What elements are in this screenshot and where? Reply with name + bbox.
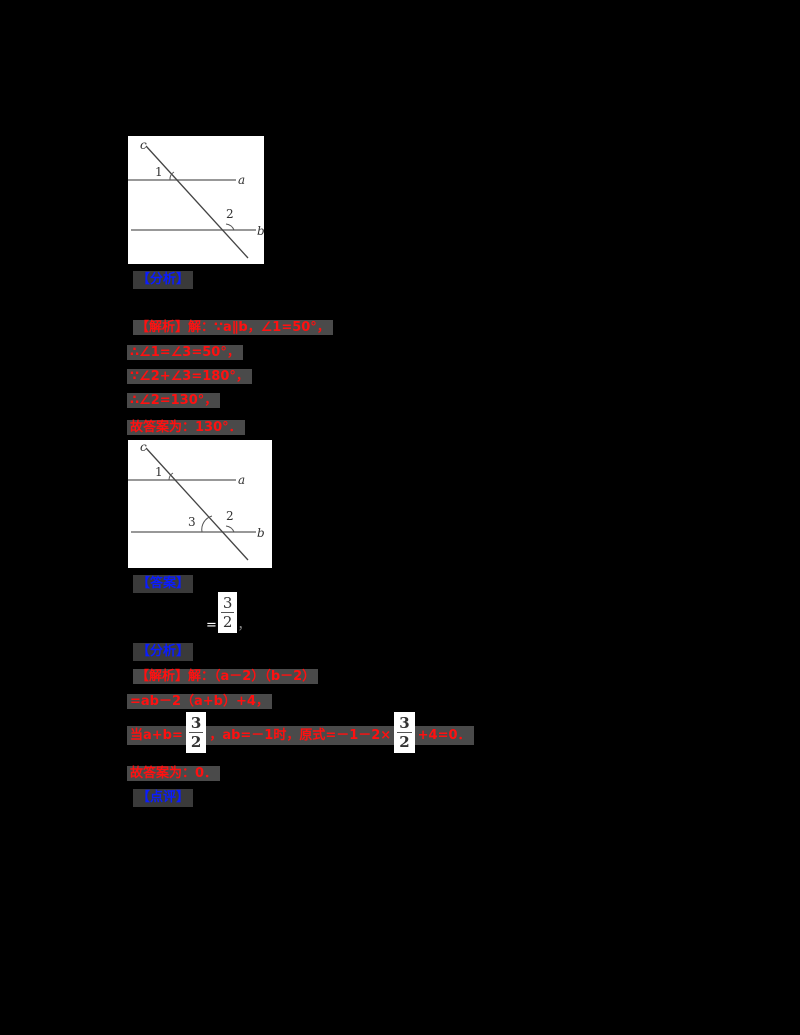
answer-line: 故答案为：130°． <box>127 418 245 437</box>
svg-text:1: 1 <box>155 465 163 479</box>
analysis-label: 【分析】 <box>133 271 194 289</box>
answer-line: 故答案为：0． <box>127 764 221 783</box>
parallel-lines-diagram-with-angle-3: c 1 a 3 2 b <box>128 440 265 561</box>
svg-text:b: b <box>257 224 264 238</box>
geometry-figure-2: c 1 a 3 2 b <box>128 440 272 568</box>
solution-line: =ab－2（a+b）+4， <box>127 692 272 711</box>
review-label: 【点评】 <box>133 789 194 807</box>
svg-text:2: 2 <box>226 207 234 221</box>
answer-label: 【答案】 <box>133 575 194 593</box>
svg-text:a: a <box>238 473 245 487</box>
svg-text:b: b <box>257 526 265 540</box>
geometry-figure-1: c 1 a 2 b <box>128 136 264 264</box>
svg-text:c: c <box>140 440 147 454</box>
solution-line: ∴∠2=130°， <box>127 391 221 410</box>
solution-line: 【解析】解：（a－2）（b－2） <box>133 667 319 686</box>
solution-line: ∴∠1=∠3=50°， <box>127 343 243 362</box>
solution-line-substitution: 当a+b= 3 2 ，ab=－1时，原式=－1－2× 3 2 +4=0． <box>127 712 474 753</box>
svg-text:2: 2 <box>226 509 234 523</box>
fraction: 3 2 <box>394 712 415 753</box>
fraction: 3 2 <box>185 712 207 753</box>
svg-text:a: a <box>238 173 245 187</box>
fraction: 3 2 <box>217 592 238 633</box>
given-expression: = 3 2 ， <box>206 592 251 633</box>
parallel-lines-diagram: c 1 a 2 b <box>128 138 264 259</box>
solution-line: 【解析】解：∵a∥b，∠1=50°， <box>133 318 333 337</box>
analysis-label: 【分析】 <box>133 643 194 661</box>
svg-text:1: 1 <box>155 165 163 179</box>
svg-text:c: c <box>140 138 147 152</box>
svg-text:3: 3 <box>188 515 196 529</box>
solution-line: ∵∠2+∠3=180°， <box>127 367 252 386</box>
